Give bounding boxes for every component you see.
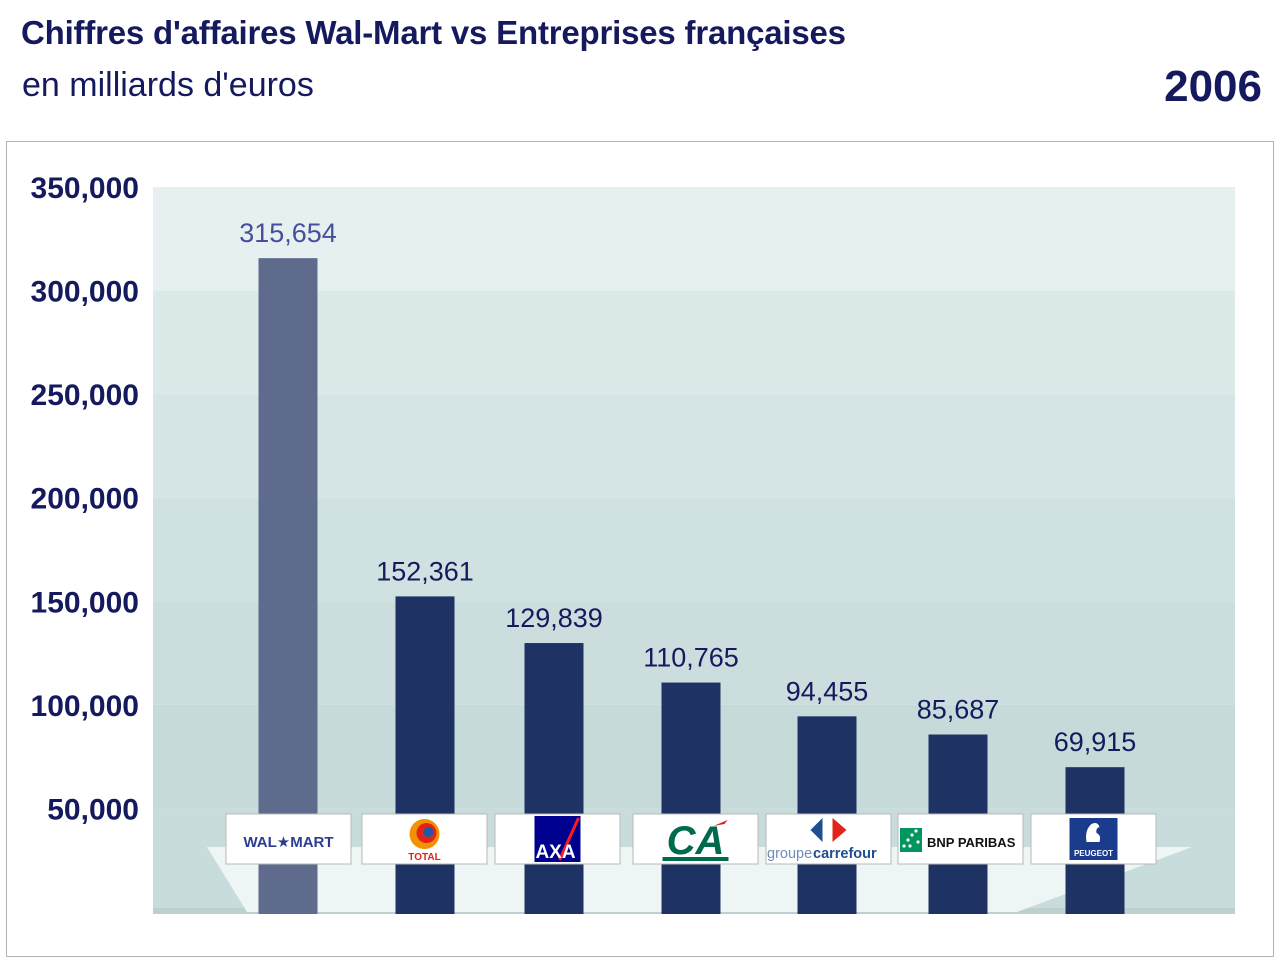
logo-frame [225,813,352,865]
walmart-logo-text: WAL★MART [243,834,333,851]
bnp-star-icon [906,838,910,842]
data-label-axa: 129,839 [505,603,603,633]
data-label-walmart: 315,654 [239,218,337,248]
bnp-star-icon [902,844,906,848]
carrefour-right-icon [832,818,847,842]
bnp-star-icon [908,844,912,848]
y-tick-label: 150,000 [31,586,139,619]
total-logo-text: TOTAL [408,852,440,863]
y-tick-label: 50,000 [47,793,139,826]
axa-square-icon [534,816,581,862]
peugeot-logo: PEUGEOT [1030,813,1157,865]
credit-agricole-logo-text: CA [667,819,725,863]
credit-agricole-logo: CA [632,813,759,865]
y-tick-label: 200,000 [31,483,139,516]
data-label-peugeot: 69,915 [1054,727,1137,757]
data-label-total: 152,361 [376,556,474,586]
chart-frame: 50,000 100,000 150,000 200,000 250,000 300,00… [6,141,1274,957]
walmart-logo: WAL★MART [225,813,352,865]
logo-frame [632,813,759,865]
y-tick-label: 300,000 [31,276,139,309]
plot-band [153,290,1235,395]
chart-title: Chiffres d'affaires Wal-Mart vs Entrepri… [21,14,846,51]
peugeot-logo-text: PEUGEOT [1074,849,1113,858]
plot-band [153,497,1235,602]
bars: 315,654 152,361 129,839 110,765 94,455 85,687… [239,218,1137,915]
y-tick-label: 250,000 [31,379,139,412]
carrefour-logo-text-bold: carrefour [813,846,877,862]
credit-agricole-underline-icon [662,857,729,861]
y-tick-label: 350,000 [31,172,139,205]
plot-band [153,187,1235,291]
chart-subtitle: en milliards d'euros [22,66,314,104]
total-logo: TOTAL [361,813,488,865]
peugeot-lion-icon [1086,823,1101,842]
plot-band [153,394,1235,498]
y-axis: 50,000 100,000 150,000 200,000 250,000 300,00… [31,172,139,826]
year-label: 2006 [1164,62,1262,111]
carrefour-logo: groupe carrefour [765,813,892,865]
axa-logo-text: AXA [535,842,575,863]
bnp-star-square-icon [900,828,922,852]
bnp-star-icon [910,833,914,837]
bar-axa [524,643,584,914]
bnp-logo-text: BNP PARIBAS [927,835,1016,850]
bar-chart: 50,000 100,000 150,000 200,000 250,000 300,00… [31,172,1235,915]
y-tick-label: 100,000 [31,690,139,723]
bnp-paribas-logo: BNP PARIBAS [897,813,1024,865]
credit-agricole-accent-icon [713,820,728,826]
data-label-carrefour: 94,455 [786,676,869,706]
bar-credit-agricole [661,682,721,914]
bar-walmart [258,258,318,915]
data-label-bnp-paribas: 85,687 [917,695,1000,725]
logo-frame [765,813,892,865]
bnp-star-icon [914,829,918,833]
total-emblem-core-icon [423,827,434,837]
bnp-star-icon [916,840,920,844]
axa-logo: AXA [494,813,621,865]
carrefour-c-icon [823,823,831,837]
logos: WAL★MART TOTAL AXA CA groupe carrefour BNP PAR… [225,813,1157,865]
axa-slash-icon [558,817,580,861]
data-label-credit-agricole: 110,765 [643,643,739,673]
bar-total [395,596,455,914]
carrefour-left-icon [810,818,823,842]
carrefour-logo-text: groupe [767,846,812,862]
